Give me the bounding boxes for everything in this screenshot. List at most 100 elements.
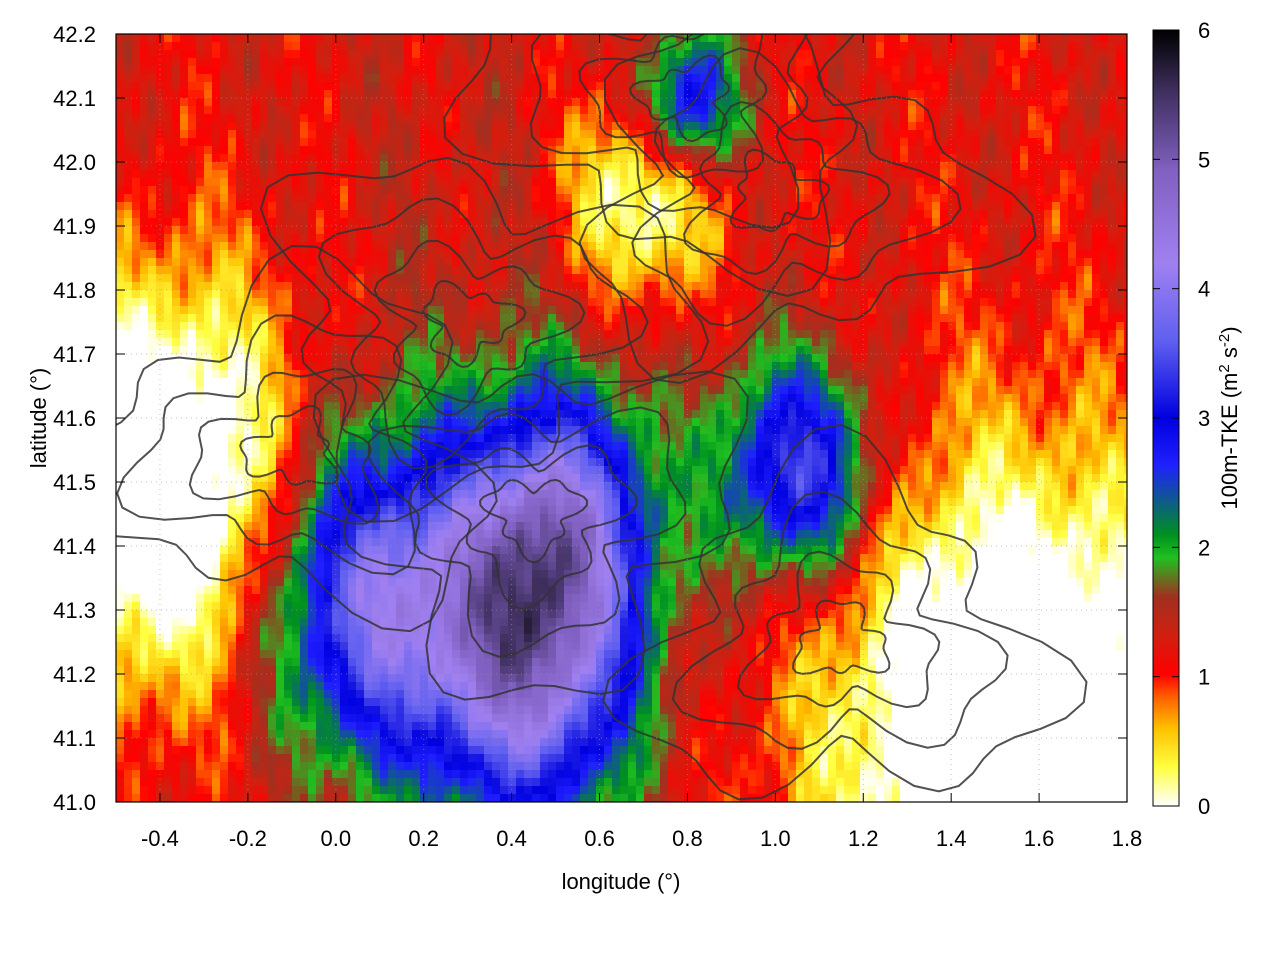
heatmap-cell (292, 226, 301, 235)
heatmap-cell (748, 90, 757, 99)
heatmap-cell (740, 338, 749, 347)
heatmap-cell (1124, 42, 1127, 51)
heatmap-cell (764, 218, 773, 227)
heatmap-cell (476, 138, 485, 147)
heatmap-cell (380, 282, 389, 291)
heatmap-cell (828, 162, 837, 171)
heatmap-cell (948, 250, 957, 259)
heatmap-cell (692, 290, 701, 299)
heatmap-cell (996, 98, 1005, 107)
heatmap-cell (396, 194, 405, 203)
heatmap-cell (180, 274, 189, 283)
heatmap-cell (364, 186, 373, 195)
heatmap-cell (628, 314, 637, 323)
heatmap-cell (476, 50, 485, 59)
heatmap-cell (716, 202, 725, 211)
heatmap-cell (220, 250, 229, 259)
heatmap-cell (900, 194, 909, 203)
heatmap-cell (1084, 146, 1093, 155)
heatmap-cell (940, 114, 949, 123)
heatmap-cell (948, 90, 957, 99)
heatmap-cell (124, 210, 133, 219)
heatmap-cell (1020, 314, 1029, 323)
heatmap-cell (860, 226, 869, 235)
heatmap-cell (372, 90, 381, 99)
heatmap-cell (1036, 330, 1045, 339)
heatmap-cell (156, 122, 165, 131)
heatmap-cell (372, 66, 381, 75)
heatmap-cell (540, 34, 549, 43)
heatmap-cell (892, 106, 901, 115)
heatmap-cell (124, 138, 133, 147)
heatmap-cell (1068, 330, 1077, 339)
heatmap-cell (812, 82, 821, 91)
heatmap-cell (732, 250, 741, 259)
heatmap-cell (524, 122, 533, 131)
heatmap-cell (116, 42, 125, 51)
heatmap-cell (204, 114, 213, 123)
heatmap-cell (772, 202, 781, 211)
heatmap-cell (1092, 138, 1101, 147)
heatmap-cell (548, 274, 557, 283)
heatmap-cell (580, 42, 589, 51)
heatmap-cell (492, 282, 501, 291)
heatmap-cell (684, 130, 693, 139)
heatmap-cell (1052, 242, 1061, 251)
heatmap-cell (572, 138, 581, 147)
heatmap-cell (884, 146, 893, 155)
heatmap-cell (812, 114, 821, 123)
heatmap-cell (804, 258, 813, 267)
heatmap-cell (540, 82, 549, 91)
heatmap-cell (524, 218, 533, 227)
heatmap-cell (284, 250, 293, 259)
heatmap-cell (412, 82, 421, 91)
heatmap-cell (548, 82, 557, 91)
heatmap-cell (300, 154, 309, 163)
heatmap-cell (412, 234, 421, 243)
heatmap-cell (764, 330, 773, 339)
heatmap-cell (204, 226, 213, 235)
heatmap-cell (724, 298, 733, 307)
heatmap-cell (868, 290, 877, 299)
heatmap-cell (804, 242, 813, 251)
heatmap-cell (620, 138, 629, 147)
heatmap-cell (700, 194, 709, 203)
heatmap-cell (364, 162, 373, 171)
heatmap-cell (828, 98, 837, 107)
heatmap-cell (156, 298, 165, 307)
heatmap-cell (652, 322, 661, 331)
heatmap-cell (708, 162, 717, 171)
heatmap-cell (636, 258, 645, 267)
heatmap-cell (804, 74, 813, 83)
heatmap-cell (212, 266, 221, 275)
heatmap-cell (476, 122, 485, 131)
heatmap-cell (628, 106, 637, 115)
heatmap-cell (1084, 322, 1093, 331)
heatmap-cell (956, 146, 965, 155)
heatmap-cell (612, 290, 621, 299)
heatmap-cell (292, 146, 301, 155)
heatmap-cell (956, 290, 965, 299)
heatmap-cell (924, 66, 933, 75)
heatmap-cell (564, 242, 573, 251)
heatmap-cell (588, 322, 597, 331)
heatmap-cell (660, 106, 669, 115)
heatmap-cell (396, 178, 405, 187)
heatmap-cell (348, 74, 357, 83)
heatmap-cell (252, 218, 261, 227)
heatmap-cell (604, 306, 613, 315)
heatmap-cell (908, 322, 917, 331)
heatmap-cell (548, 290, 557, 299)
heatmap-cell (268, 98, 277, 107)
heatmap-cell (308, 266, 317, 275)
heatmap-cell (1036, 82, 1045, 91)
heatmap-cell (284, 258, 293, 267)
heatmap-cell (1108, 274, 1117, 283)
heatmap-cell (292, 186, 301, 195)
heatmap-cell (1044, 42, 1053, 51)
heatmap-cell (444, 338, 453, 347)
heatmap-cell (284, 322, 293, 331)
heatmap-cell (876, 234, 885, 243)
heatmap-cell (700, 114, 709, 123)
heatmap-cell (532, 194, 541, 203)
